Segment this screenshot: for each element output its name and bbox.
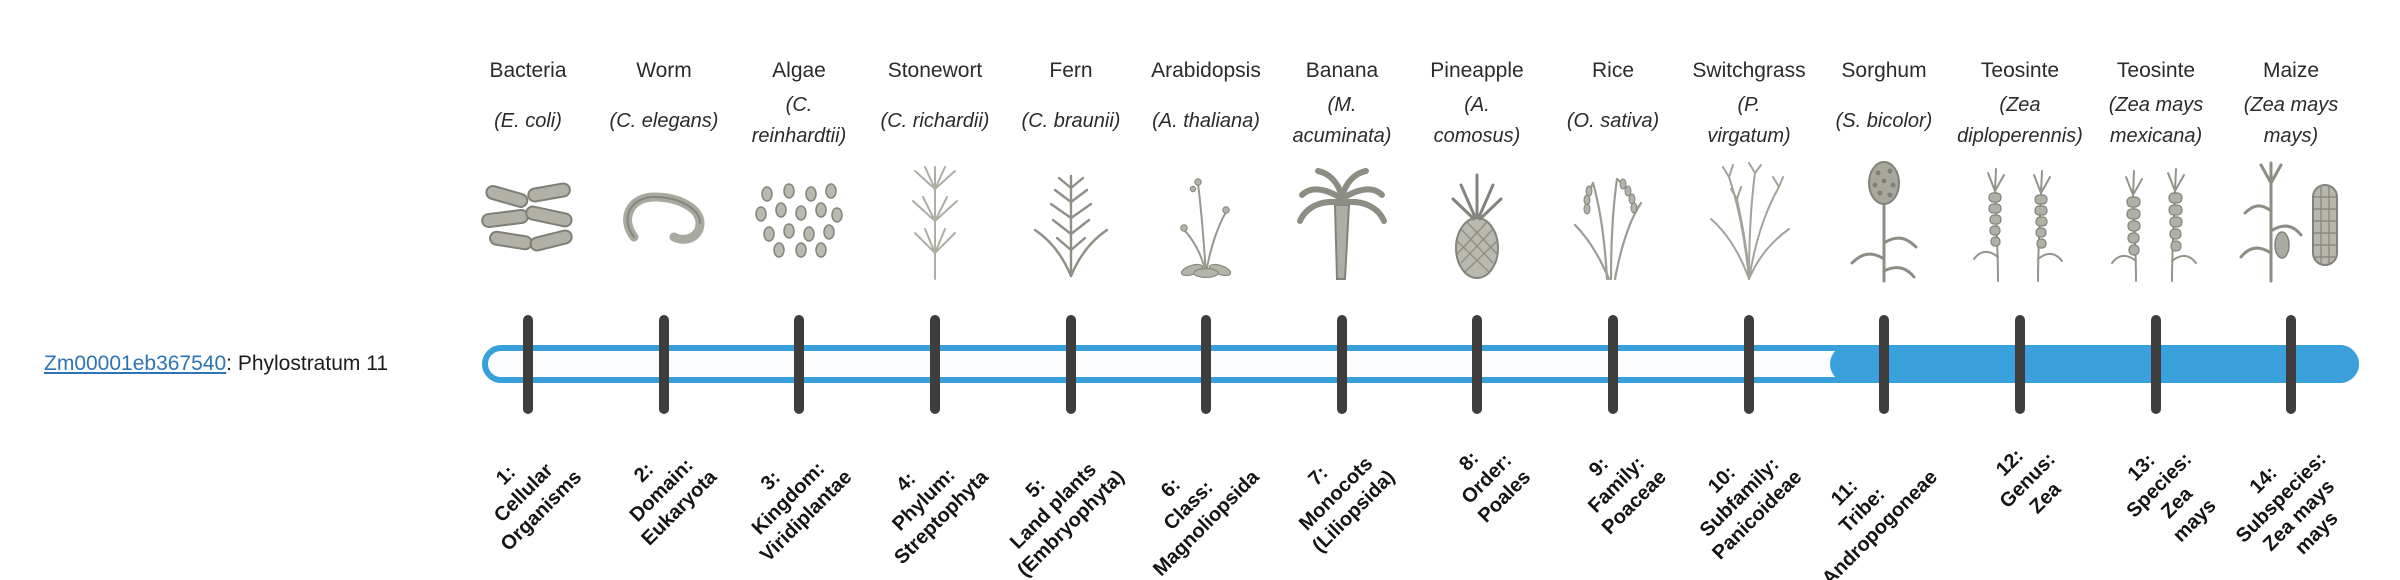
organism-sci-name: (C. reinhardtii) (751, 94, 847, 147)
organism-sci-name: (A. comosus) (1433, 94, 1521, 147)
organism-sci-name: (S. bicolor) (1835, 109, 1933, 132)
stratum-label-text: 10: Subfamily: Panicoideae (1695, 453, 1807, 565)
stonewort-icon (867, 154, 1003, 286)
stratum-tick (1744, 315, 1754, 414)
stratum-label-text: 9: Family: Poaceae (1583, 452, 1671, 540)
teosinte-diploperennis-icon (1952, 154, 2088, 286)
rice-icon (1545, 154, 1681, 286)
organism-column: Teosinte (Zea mays mexicana) (2088, 56, 2224, 286)
organism-column: Pineapple (A. comosus) (1409, 56, 1545, 286)
organism-name: Fern (1049, 59, 1093, 82)
organism-name: Rice (1591, 59, 1634, 82)
organism-sci-name: (O. sativa) (1566, 109, 1660, 132)
organism-column: Sorghum (S. bicolor) (1816, 56, 1952, 286)
algae-icon (731, 154, 867, 286)
organism-name: Arabidopsis (1151, 59, 1261, 82)
organism-column: Algae (C. reinhardtii) (731, 56, 867, 286)
worm-icon (596, 154, 732, 286)
organism-name: Bacteria (489, 59, 567, 82)
organism-column: Worm (C. elegans) (596, 56, 732, 286)
stratum-label-text: 8: Order: Poales (1454, 447, 1535, 528)
organism-name: Sorghum (1841, 59, 1927, 82)
banana-icon (1274, 154, 1410, 286)
organism-sci-name: (A. thaliana) (1152, 109, 1260, 132)
organism-name: Switchgrass (1692, 59, 1806, 82)
sorghum-icon (1816, 154, 1952, 286)
stratum-tick (659, 315, 669, 414)
teosinte-mexicana-icon (2088, 154, 2224, 286)
organism-column: Fern (C. braunii) (1003, 56, 1139, 286)
organism-column: Stonewort (C. richardii) (867, 56, 1003, 286)
organism-name: Teosinte (2116, 59, 2196, 82)
organism-name: Stonewort (887, 59, 983, 82)
organism-column: Rice (O. sativa) (1545, 56, 1681, 286)
stratum-label-text: 4: Phylum: Streptophyta (887, 464, 993, 569)
stratum-label-text: 11: Tribe: Andropogoneae (1817, 466, 1942, 580)
organism-column: Teosinte (Zea diploperennis) (1952, 56, 2088, 286)
stratum-tick (2015, 315, 2025, 414)
gene-link[interactable]: Zm00001eb367540 (44, 352, 227, 375)
phylostrata-bar-fill (1830, 345, 2359, 383)
organism-sci-name: (C. braunii) (1021, 109, 1121, 132)
organism-sci-name: (Zea diploperennis) (1957, 94, 2083, 147)
stratum-label-text: 6: Class: Magnoliopsida (1149, 466, 1264, 580)
stratum-tick (1066, 315, 1076, 414)
stratum-tick (2151, 315, 2161, 414)
stratum-tick (2286, 315, 2296, 414)
organism-sci-name: (C. elegans) (609, 109, 719, 132)
organism-sci-name: (P. virgatum) (1707, 94, 1791, 147)
stratum-tick (1201, 315, 1211, 414)
stratum-tick (1608, 315, 1618, 414)
organism-name: Banana (1305, 59, 1379, 82)
stratum-label-text: 14: Subspecies: Zea mays mays (2232, 448, 2343, 560)
gene-phylostratum-label: : Phylostratum 11 (226, 352, 389, 375)
stratum-tick (1337, 315, 1347, 414)
organism-name: Pineapple (1430, 59, 1524, 82)
switchgrass-icon (1681, 154, 1817, 286)
stratum-label-text: 1: Cellular Organisms (489, 459, 586, 556)
stratum-tick (794, 315, 804, 414)
stratum-tick (523, 315, 533, 414)
organism-sci-name: (Zea mays mays) (2243, 94, 2339, 147)
arabidopsis-icon (1138, 154, 1274, 286)
stratum-label-text: 3: Kingdom: Viridiplantae (748, 457, 857, 567)
fern-icon (1003, 154, 1139, 286)
maize-icon (2223, 154, 2359, 286)
stratum-tick (1472, 315, 1482, 414)
stratum-tick (1879, 315, 1889, 414)
stratum-label-text: 13: Species: Zea mays (2122, 448, 2221, 547)
organism-column: Maize (Zea mays mays) (2223, 56, 2359, 286)
stratum-label-text: 5: Land plants (Embryophyta) (1005, 458, 1129, 580)
stratum-label-text: 7: Monocots (Liliopsida) (1295, 452, 1400, 558)
organism-name: Worm (636, 59, 692, 82)
organism-column: Bacteria (E. coli) (460, 56, 596, 286)
bacteria-icon (460, 154, 596, 286)
organism-sci-name: (E. coli) (494, 109, 562, 132)
organism-sci-name: (C. richardii) (880, 109, 990, 132)
organism-name: Algae (772, 59, 826, 82)
organism-sci-name: (M. acuminata) (1292, 94, 1392, 147)
pineapple-icon (1409, 154, 1545, 286)
organism-sci-name: (Zea mays mexicana) (2108, 94, 2204, 147)
gene-row: Zm00001eb367540: Phylostratum 11 (44, 349, 388, 379)
organism-column: Arabidopsis (A. thaliana) (1138, 56, 1274, 286)
organism-name: Maize (2262, 59, 2320, 82)
organism-column: Banana (M. acuminata) (1274, 56, 1410, 286)
stratum-label-text: 12: Genus: Zea (1992, 444, 2066, 519)
organism-column: Switchgrass (P. virgatum) (1681, 56, 1817, 286)
stratum-label-text: 2: Domain: Eukaryota (625, 454, 722, 551)
stratum-tick (930, 315, 940, 414)
organism-name: Teosinte (1980, 59, 2060, 82)
